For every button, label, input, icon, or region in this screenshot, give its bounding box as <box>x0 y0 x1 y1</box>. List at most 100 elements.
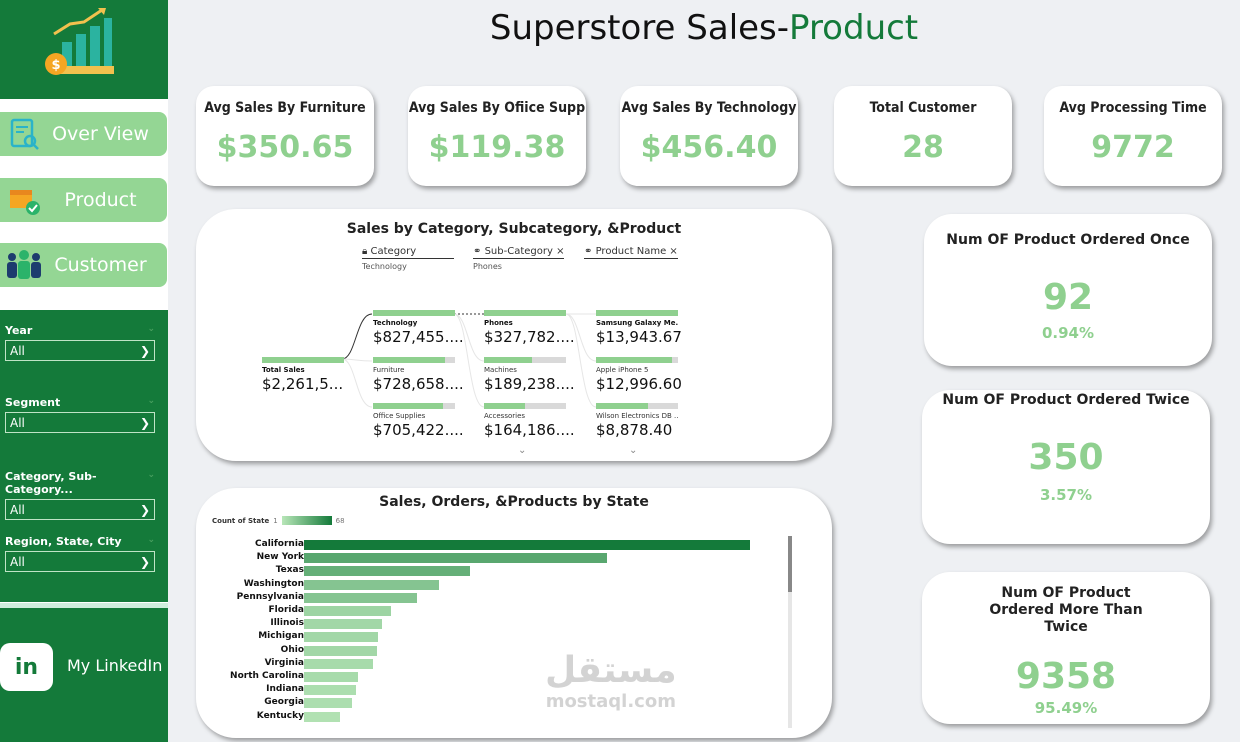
state-bar[interactable] <box>304 632 379 643</box>
tree-node[interactable]: Wilson Electronics DB ... $8,878.40 <box>596 403 678 439</box>
chevron-down-icon: ❯ <box>139 502 150 517</box>
legend-title: Count of State <box>212 516 270 525</box>
tree-header-subcategory[interactable]: ⚭ Sub-Category × Phones <box>473 246 565 271</box>
segment-dropdown[interactable]: All ❯ <box>5 412 155 433</box>
tree-header-category[interactable]: 🔒︎ Category Technology <box>362 246 454 271</box>
chevron-down-icon[interactable]: ⌄ <box>629 445 638 456</box>
state-bar[interactable] <box>304 592 418 603</box>
state-bar[interactable] <box>304 553 607 564</box>
state-label: Kentucky <box>256 710 304 721</box>
tree-node[interactable]: Technology $827,455.... <box>373 310 464 346</box>
nav-overview-button[interactable]: Over View <box>0 112 167 156</box>
node-value: $12,996.60 <box>596 375 682 393</box>
tree-title: Sales by Category, Subcategory, &Product <box>346 221 682 237</box>
kpi-title: Avg Sales By Technology <box>621 100 797 116</box>
node-bar <box>596 403 678 409</box>
tree-connectors <box>341 313 597 408</box>
state-bar[interactable] <box>304 566 470 577</box>
slicer-segment-title: Segment <box>5 396 61 409</box>
state-bar[interactable] <box>304 540 750 550</box>
chevron-down-icon: ⌄ <box>147 535 155 545</box>
chevron-down-icon: ⌄ <box>147 324 155 334</box>
node-value: $164,186.... <box>484 421 575 439</box>
ratio-value: 9358 <box>1015 656 1117 697</box>
legend-min: 1 <box>273 516 278 525</box>
tree-node[interactable]: Apple iPhone 5 $12,996.60 <box>596 357 682 393</box>
kpi-card-total-customer: Total Customer 28 <box>834 86 1012 186</box>
tree-node[interactable]: Furniture $728,658.... <box>373 357 464 393</box>
node-value: $728,658.... <box>373 375 464 393</box>
scrollbar[interactable] <box>788 536 792 728</box>
node-bar-fill <box>596 310 678 316</box>
nav-customer-button[interactable]: Customer <box>0 243 167 287</box>
chevron-down-icon[interactable]: ⌄ <box>518 445 527 456</box>
report-search-icon <box>4 114 44 154</box>
linkedin-icon[interactable]: in <box>0 643 53 691</box>
kpi-value: $350.65 <box>216 130 354 165</box>
slicer-year-title: Year <box>5 324 33 337</box>
slicer-region: Region, State, City ⌄ All ❯ <box>5 535 155 572</box>
tree-node-total[interactable]: Total Sales $2,261,5... <box>262 357 344 393</box>
close-icon[interactable]: × <box>669 246 678 257</box>
kpi-value: $456.40 <box>640 130 778 165</box>
state-bar[interactable] <box>304 619 383 630</box>
ratio-title: Num OF Product Ordered More Than Twice <box>989 585 1143 635</box>
node-value: $705,422.... <box>373 421 464 439</box>
kpi-value: 28 <box>902 130 944 165</box>
year-dropdown[interactable]: All ❯ <box>5 340 155 361</box>
state-bar[interactable] <box>304 672 359 682</box>
kpi-card-processing-time: Avg Processing Time 9772 <box>1044 86 1222 186</box>
node-bar <box>484 310 566 316</box>
region-dropdown-value: All <box>10 554 25 569</box>
scrollbar-thumb[interactable] <box>788 536 792 592</box>
ratio-card-more-than-twice: Num OF Product Ordered More Than Twice 9… <box>922 572 1210 724</box>
ratio-card-once: Num OF Product Ordered Once 92 0.94% <box>924 214 1212 366</box>
page-title-accent: Product <box>789 8 919 48</box>
tree-node[interactable]: Samsung Galaxy Me... $13,943.67 <box>596 310 682 346</box>
close-icon[interactable]: × <box>556 246 565 257</box>
kpi-value: 9772 <box>1091 130 1175 165</box>
state-label: Pennsylvania <box>236 591 304 602</box>
chart-title: Sales, Orders, &Products by State <box>379 494 649 510</box>
state-bar[interactable] <box>304 711 340 722</box>
node-label: Office Supplies <box>373 412 426 420</box>
linkedin-link[interactable]: My LinkedIn <box>67 656 163 675</box>
tree-node[interactable]: Machines $189,238.... <box>484 357 575 393</box>
chart-legend: Count of State 1 68 <box>212 516 345 525</box>
node-value: $2,261,5... <box>262 375 344 393</box>
node-bar <box>596 310 678 316</box>
state-label: Michigan <box>258 631 304 642</box>
tree-node[interactable]: Office Supplies $705,422.... <box>373 403 464 439</box>
node-bar <box>373 403 455 409</box>
state-bar[interactable] <box>304 698 352 709</box>
nav-overview-label: Over View <box>52 123 149 145</box>
customers-icon <box>4 245 44 285</box>
state-label: Illinois <box>270 618 304 629</box>
category-dropdown[interactable]: All ❯ <box>5 499 155 520</box>
node-value: $189,238.... <box>484 375 575 393</box>
kpi-title: Avg Sales By Furniture <box>204 100 366 116</box>
region-dropdown[interactable]: All ❯ <box>5 551 155 572</box>
node-label: Furniture <box>373 366 405 374</box>
state-bar[interactable] <box>304 606 392 616</box>
slicer-category-title: Category, Sub-Category... <box>5 470 97 496</box>
state-bar[interactable] <box>304 685 357 696</box>
node-bar-fill <box>484 357 532 363</box>
ratio-card-twice: Num OF Product Ordered Twice 350 3.57% <box>922 390 1210 544</box>
kpi-title: Avg Sales By Ofiice Supp <box>408 100 586 116</box>
chevron-down-icon: ⌄ <box>147 470 155 480</box>
lightbulb-icon: ⚭ <box>584 246 593 257</box>
svg-text:$: $ <box>51 58 60 73</box>
decomposition-tree-card: Sales by Category, Subcategory, &Product… <box>196 209 832 461</box>
tree-node[interactable]: Accessories $164,186.... <box>484 403 575 439</box>
ratio-percent: 95.49% <box>1034 699 1098 717</box>
tree-header-product[interactable]: ⚭ Product Name × <box>584 246 678 259</box>
year-dropdown-value: All <box>10 343 25 358</box>
state-bar[interactable] <box>304 579 440 590</box>
nav-product-button[interactable]: Product <box>0 178 167 222</box>
tree-node[interactable]: Phones $327,782.... <box>484 310 575 346</box>
state-bar[interactable] <box>304 645 378 656</box>
state-label: Ohio <box>280 644 304 655</box>
state-bar[interactable] <box>304 658 373 669</box>
ratio-percent: 0.94% <box>1041 324 1095 342</box>
